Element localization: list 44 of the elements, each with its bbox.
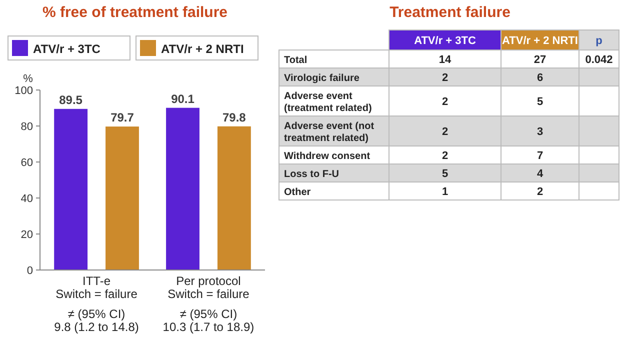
y-tick-label: 40 (20, 193, 33, 205)
text: 7 (536, 150, 544, 162)
data-label: 90.1 (171, 92, 195, 106)
text: 2 (442, 72, 448, 84)
text: ≠ (95% CI) 9.8 (1.2 to 14.8) (54, 307, 139, 334)
text: 3 (536, 126, 544, 138)
text: ≠ (95% CI) 10.3 (1.7 to 18.9) (162, 307, 254, 334)
text: 0.042 (585, 54, 613, 66)
text: 2 (536, 186, 544, 198)
y-tick-label: 60 (20, 157, 33, 169)
text: 6 (536, 72, 544, 84)
data-label: 89.5 (59, 92, 83, 107)
category-label: Loss to F-U (284, 169, 339, 180)
text: 2 (442, 150, 448, 162)
text: Treatment failure (390, 4, 510, 21)
text: 27 (534, 54, 546, 66)
category-label: Adverse event (treatment related) (284, 91, 372, 114)
text: 2 (442, 96, 448, 108)
category-label: Total (284, 55, 308, 66)
legend-label: ATV/r + 3TC (33, 42, 101, 56)
text: 1 (442, 186, 448, 198)
category-label: Withdrew consent (284, 151, 370, 162)
text: 5 (442, 168, 448, 180)
data-label: 79.7 (110, 110, 134, 125)
y-tick-label: 20 (20, 229, 33, 241)
category-label: p (596, 35, 603, 47)
data-label: 79.8 (222, 110, 246, 124)
text: 2 (442, 126, 448, 138)
y-tick-label: 100 (14, 85, 33, 97)
text: 14 (438, 54, 452, 66)
category-label: Virologic failure (284, 73, 360, 84)
y-tick-label: 0 (26, 265, 33, 277)
legend-label: ATV/r + 2 NRTI (161, 42, 244, 56)
text: 5 (536, 96, 544, 108)
x-tick-label: ITT-e Switch = failure (56, 274, 138, 301)
x-tick-label: Per protocol Switch = failure (168, 274, 250, 301)
category-label: Other (284, 187, 311, 198)
category-label: ATV/r + 3TC (414, 35, 476, 47)
y-tick-label: 80 (20, 121, 33, 133)
category-label: ATV/r + 2 NRTI (502, 35, 578, 47)
category-label: Adverse event (not treatment related) (284, 121, 374, 144)
chart-title: % free of treatment failure (42, 4, 228, 21)
text: 4 (536, 168, 544, 180)
y-axis-title: % (23, 73, 34, 85)
